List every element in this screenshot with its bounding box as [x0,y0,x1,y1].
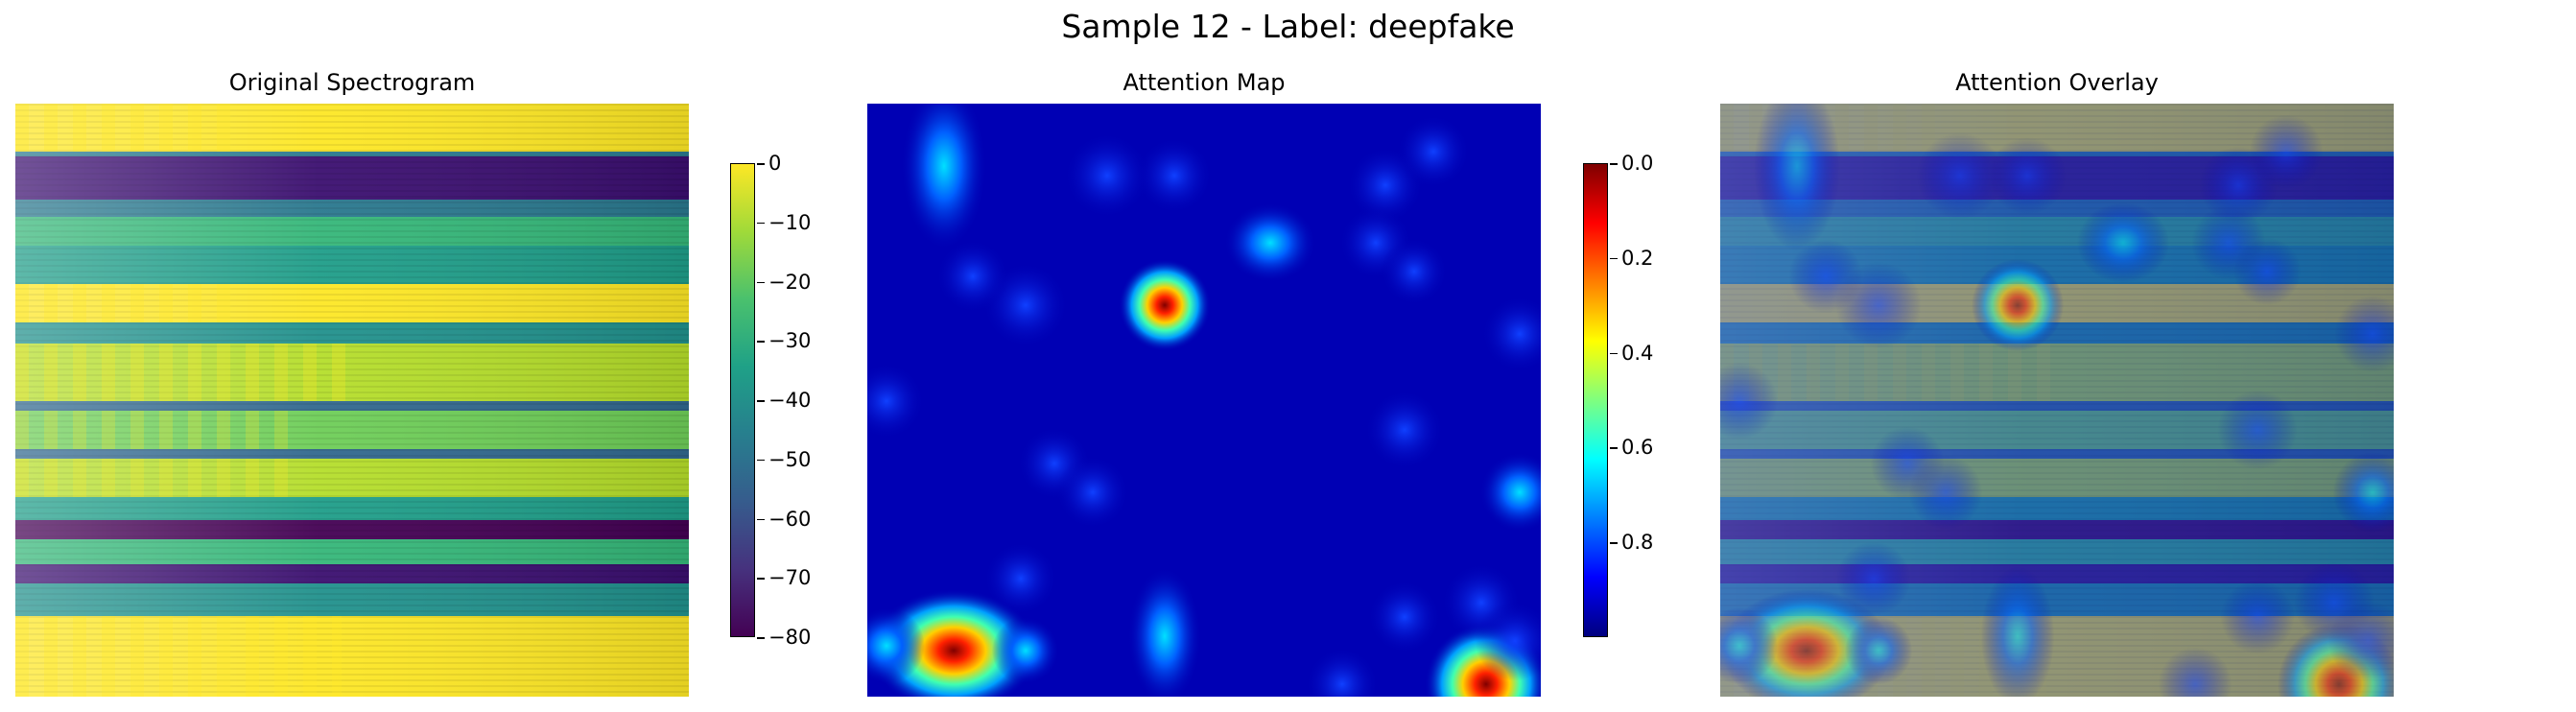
attention-hotspot [983,541,1058,616]
attention-map-image [867,104,1541,697]
attention-hotspot [1989,137,2066,214]
attention-hotspot [1396,114,1471,189]
attention-hotspot [1136,137,1213,214]
colorbar-tick-label: −60 [756,507,812,531]
spectrogram-image [15,104,689,697]
attention-hotspot [1224,202,1316,283]
colorbar-tick-label: 0.6 [1609,436,1654,460]
attention-map-title: Attention Map [1123,69,1286,96]
attention-hotspot [1754,104,1840,250]
colorbar-tick-label: 0.2 [1609,246,1654,270]
attention-hotspot [1127,567,1202,697]
attention-hotspot [1972,259,2064,351]
colorbar-tick-label: −70 [756,566,812,590]
colorbar-tick-label: 0 [756,152,782,175]
attention-hotspot [2077,202,2169,283]
attention-hotspot [1908,455,1983,530]
colorbar-tick-label: −20 [756,270,812,294]
attention-hotspot [991,616,1060,685]
attention-hotspot [1064,132,1150,219]
attention-hotspot [2328,601,2394,681]
attention-hotspot [2249,114,2324,189]
attention-hotspot [2217,390,2298,470]
attention-hotspot [1364,390,1445,470]
attention-hotspot [1119,259,1211,351]
attention-hotspot [1475,601,1541,681]
colorbar-tick-label: 0.8 [1609,531,1654,555]
spectrogram-title: Original Spectrogram [228,69,476,96]
attention-hotspot [1788,239,1863,314]
colorbar-tick-label: −80 [756,626,812,649]
spectrogram-panel [15,104,689,697]
attention-hotspot [1836,541,1911,616]
attention-hotspot [1367,580,1442,654]
attention-hotspot [1720,607,1778,684]
attention-hotspot [901,104,987,250]
spectrogram-colorbar [730,163,755,637]
colorbar-tick-label: −40 [756,389,812,412]
attention-hotspot [2334,296,2394,372]
attention-hotspot [1917,132,2003,219]
overlay-image [1720,104,2394,697]
attention-hotspot [2332,452,2394,533]
attention-hotspot [867,363,925,439]
attention-map-panel [867,104,1541,697]
attention-hotspot [1305,647,1380,697]
attention-hotspot [1844,616,1913,685]
overlay-panel [1720,104,2394,697]
attention-hotspot [2233,237,2302,306]
attention-hotspot [867,607,925,684]
attention-hotspot [1481,296,1541,372]
attention-hotspot [2220,580,2295,654]
attention-hotspot [1720,363,1778,439]
colorbar-tick-label: 0.0 [1609,152,1654,175]
attention-hotspot [2158,647,2233,697]
attention-hotspot [1055,455,1130,530]
figure-title: Sample 12 - Label: deepfake [1061,8,1515,45]
attention-colorbar [1583,163,1608,637]
overlay-title: Attention Overlay [1955,69,2159,96]
colorbar-tick-label: 0.4 [1609,341,1654,365]
colorbar-tick-label: −50 [756,447,812,471]
attention-hotspot [935,239,1010,314]
colorbar-tick-label: −10 [756,210,812,234]
attention-hotspot [1479,452,1541,533]
colorbar-tick-label: −30 [756,329,812,353]
attention-hotspot [1980,567,2055,697]
attention-hotspot [1380,237,1449,306]
